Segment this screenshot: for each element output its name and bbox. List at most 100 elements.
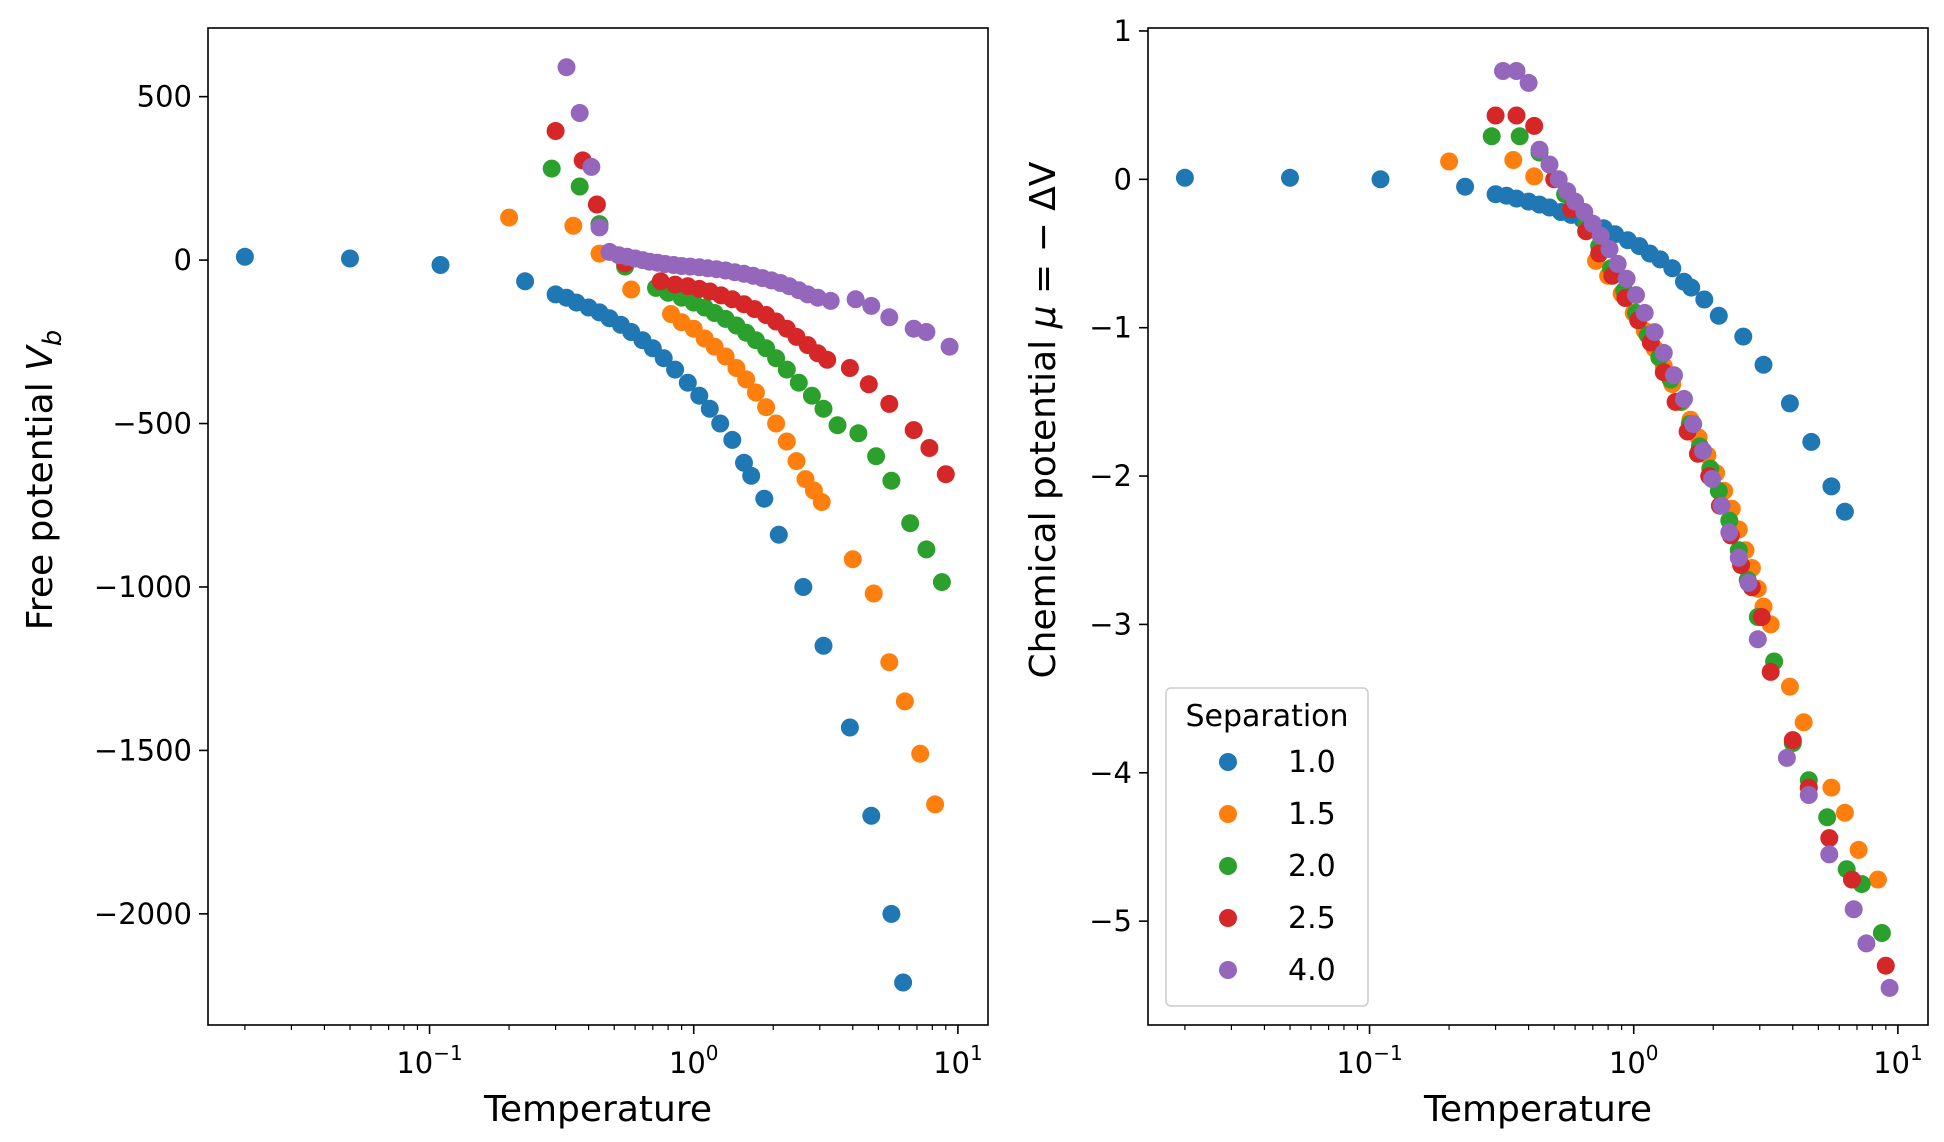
- legend-entry-label: 1.5: [1288, 797, 1336, 832]
- data-point: [1665, 366, 1683, 385]
- data-point: [1752, 608, 1771, 626]
- data-point: [828, 416, 847, 435]
- data-point: [516, 272, 535, 291]
- data-point: [1608, 254, 1627, 273]
- data-point: [1175, 168, 1194, 187]
- data-point: [1482, 127, 1501, 146]
- data-point: [1761, 662, 1780, 681]
- series-4.0: [557, 58, 959, 356]
- data-point: [904, 421, 923, 440]
- data-point: [1682, 278, 1701, 297]
- data-point: [1799, 786, 1818, 804]
- data-point: [901, 514, 920, 533]
- data-point: [1820, 829, 1839, 848]
- x-tick-label: 100: [1609, 1041, 1659, 1080]
- data-point: [1729, 548, 1748, 567]
- data-point: [582, 157, 601, 176]
- data-point: [1645, 323, 1664, 342]
- data-point: [920, 439, 939, 457]
- data-point: [864, 584, 883, 603]
- data-point: [1695, 290, 1714, 309]
- data-point: [821, 291, 840, 310]
- data-point: [1627, 286, 1645, 305]
- data-point: [1720, 523, 1739, 542]
- data-point: [587, 195, 606, 214]
- data-points: [1175, 62, 1899, 997]
- data-point: [542, 159, 561, 178]
- data-point: [1600, 240, 1619, 259]
- data-point: [767, 349, 786, 368]
- data-point: [1703, 470, 1722, 488]
- data-point: [564, 216, 583, 235]
- legend-entry-label: 4.0: [1288, 953, 1336, 988]
- y-tick-label: −500: [112, 407, 192, 441]
- data-point: [700, 399, 719, 418]
- data-point: [1794, 713, 1813, 732]
- data-point: [1510, 127, 1529, 146]
- data-point: [341, 249, 359, 268]
- data-point: [812, 493, 831, 511]
- data-point: [1617, 269, 1636, 288]
- data-points: [235, 58, 959, 992]
- data-point: [651, 272, 670, 291]
- legend-marker: [1219, 805, 1237, 823]
- data-point: [849, 424, 868, 443]
- y-axis-label: Chemical potential μ = − ΔV: [1023, 161, 1064, 678]
- data-point: [678, 373, 697, 392]
- data-point: [746, 383, 765, 402]
- data-point: [235, 247, 254, 266]
- data-point: [789, 373, 808, 392]
- y-tick-label: −5: [1089, 904, 1132, 938]
- y-tick-label: −1: [1089, 311, 1132, 345]
- data-point: [1456, 177, 1475, 196]
- legend-marker: [1219, 857, 1237, 875]
- y-tick-label: 1: [1114, 14, 1132, 48]
- data-point: [794, 578, 813, 596]
- series-1.0: [235, 247, 913, 992]
- data-point: [1880, 978, 1899, 997]
- series-2.0: [1482, 127, 1891, 942]
- data-point: [802, 386, 821, 405]
- legend-marker: [1219, 753, 1237, 771]
- data-point: [894, 973, 913, 992]
- data-point: [1748, 630, 1767, 649]
- data-point: [1675, 389, 1693, 408]
- data-point: [880, 653, 899, 672]
- right-chart-chemical-potential: 10−1−2−3−4−510−1 100 101TemperatureChemica…: [1023, 14, 1929, 1130]
- data-point: [500, 208, 519, 227]
- y-axis-label: Free potential Vb: [20, 330, 68, 631]
- data-point: [1843, 870, 1861, 889]
- data-point: [737, 370, 756, 389]
- data-point: [846, 290, 865, 309]
- y-tick-label: −1000: [94, 570, 192, 604]
- data-point: [1802, 432, 1821, 451]
- data-point: [590, 218, 609, 237]
- data-point: [777, 432, 796, 451]
- data-point: [1486, 106, 1505, 125]
- data-point: [546, 122, 565, 140]
- data-point: [814, 399, 833, 418]
- data-point: [622, 280, 641, 299]
- data-point: [1820, 845, 1839, 864]
- data-point: [940, 337, 959, 356]
- data-point: [1371, 170, 1390, 189]
- series-2.5: [546, 122, 955, 484]
- axes-frame: [207, 27, 989, 1026]
- data-point: [840, 718, 859, 737]
- x-tick-label: 101: [933, 1041, 983, 1080]
- data-point: [654, 349, 673, 368]
- data-point: [557, 58, 576, 77]
- data-point: [1783, 731, 1802, 750]
- data-point: [1754, 355, 1773, 374]
- data-point: [1822, 778, 1841, 797]
- legend: Separation 1.0 1.5 2.0 2.5 4.0: [1165, 687, 1369, 1007]
- data-point: [742, 466, 761, 485]
- data-point: [1777, 748, 1796, 767]
- data-point: [769, 525, 788, 544]
- data-point: [1663, 259, 1682, 278]
- y-tick-label: −2: [1089, 459, 1132, 493]
- data-point: [755, 489, 774, 508]
- data-point: [1709, 306, 1728, 325]
- data-point: [1712, 496, 1731, 515]
